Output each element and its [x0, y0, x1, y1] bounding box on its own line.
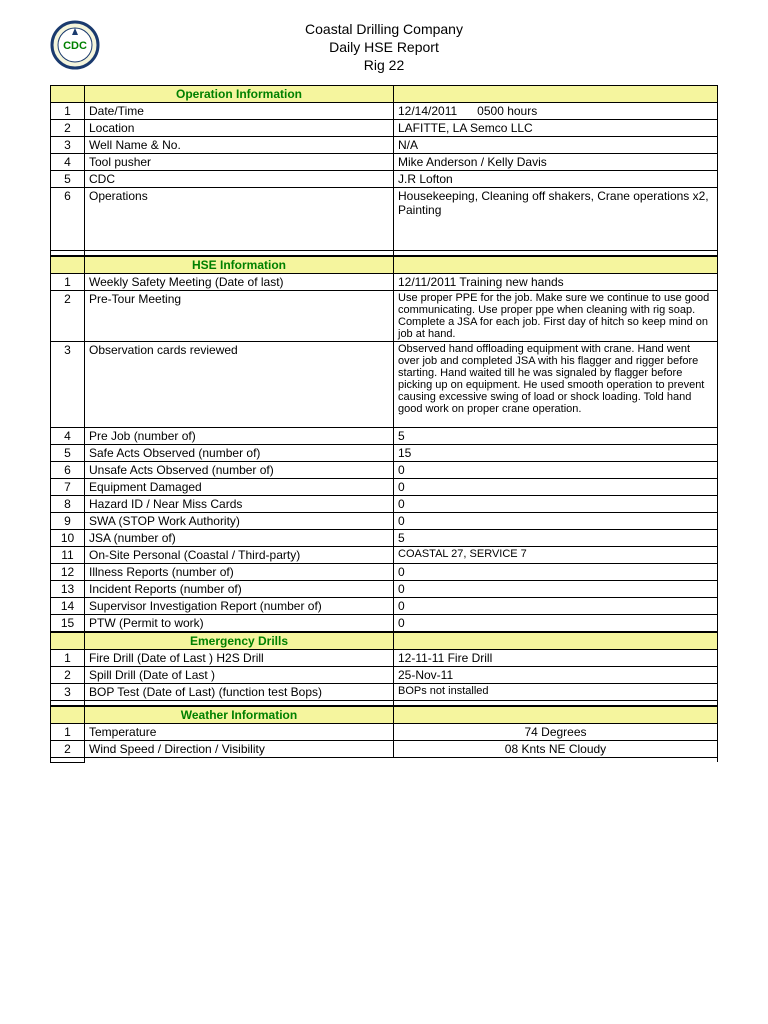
spacer	[51, 250, 718, 255]
weather-title: Weather Information	[85, 706, 394, 723]
report-type: Daily HSE Report	[50, 38, 718, 56]
table-row: 2 Wind Speed / Direction / Visibility 08…	[51, 740, 718, 757]
company-logo: CDC	[50, 20, 100, 70]
hse-title: HSE Information	[85, 256, 394, 273]
table-row: 12 Illness Reports (number of) 0	[51, 563, 718, 580]
table-row: 13 Incident Reports (number of) 0	[51, 580, 718, 597]
hse-section: HSE Information 1 Weekly Safety Meeting …	[50, 256, 718, 632]
spacer	[51, 700, 718, 705]
table-row: 11 On-Site Personal (Coastal / Third-par…	[51, 546, 718, 563]
rig-number: Rig 22	[50, 56, 718, 74]
operation-title: Operation Information	[85, 85, 394, 102]
table-row: 3 Well Name & No. N/A	[51, 136, 718, 153]
emergency-section: Emergency Drills 1 Fire Drill (Date of L…	[50, 632, 718, 706]
table-row: 2 Spill Drill (Date of Last ) 25-Nov-11	[51, 666, 718, 683]
table-row: 6 Unsafe Acts Observed (number of) 0	[51, 461, 718, 478]
table-row: 7 Equipment Damaged 0	[51, 478, 718, 495]
table-row: 1 Date/Time 12/14/2011 0500 hours	[51, 102, 718, 119]
svg-text:CDC: CDC	[63, 40, 87, 52]
table-row: 5 Safe Acts Observed (number of) 15	[51, 444, 718, 461]
table-row: 9 SWA (STOP Work Authority) 0	[51, 512, 718, 529]
table-row: 15 PTW (Permit to work) 0	[51, 614, 718, 631]
table-row: 5 CDC J.R Lofton	[51, 170, 718, 187]
weather-section: Weather Information 1 Temperature 74 Deg…	[50, 706, 718, 763]
table-row: 3 Observation cards reviewed Observed ha…	[51, 341, 718, 427]
table-row: 14 Supervisor Investigation Report (numb…	[51, 597, 718, 614]
table-row: 4 Tool pusher Mike Anderson / Kelly Davi…	[51, 153, 718, 170]
table-row: 4 Pre Job (number of) 5	[51, 427, 718, 444]
table-row: 6 Operations Housekeeping, Cleaning off …	[51, 187, 718, 250]
table-row: 10 JSA (number of) 5	[51, 529, 718, 546]
spacer	[51, 757, 718, 762]
company-name: Coastal Drilling Company	[50, 20, 718, 38]
report-header: CDC Coastal Drilling Company Daily HSE R…	[50, 20, 718, 75]
emergency-title: Emergency Drills	[85, 632, 394, 649]
table-row: 3 BOP Test (Date of Last) (function test…	[51, 683, 718, 700]
table-row: 1 Fire Drill (Date of Last ) H2S Drill 1…	[51, 649, 718, 666]
table-row: 1 Weekly Safety Meeting (Date of last) 1…	[51, 273, 718, 290]
table-row: 2 Location LAFITTE, LA Semco LLC	[51, 119, 718, 136]
table-row: 8 Hazard ID / Near Miss Cards 0	[51, 495, 718, 512]
table-row: 1 Temperature 74 Degrees	[51, 723, 718, 740]
table-row: 2 Pre-Tour Meeting Use proper PPE for th…	[51, 290, 718, 341]
operation-section: Operation Information 1 Date/Time 12/14/…	[50, 85, 718, 256]
